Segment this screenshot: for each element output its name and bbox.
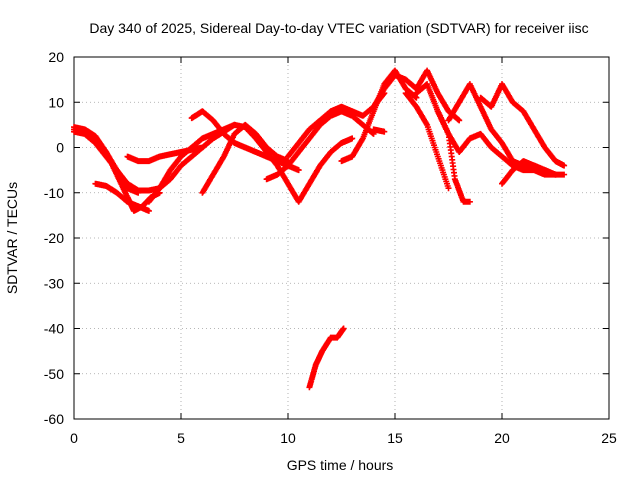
y-tick-label: 0 <box>56 140 64 156</box>
series-arc-4 <box>92 180 152 214</box>
y-tick-label: 20 <box>48 49 64 65</box>
data-marker-path <box>188 108 302 174</box>
data-marker-path <box>231 121 356 205</box>
x-tick-label: 10 <box>280 430 296 446</box>
y-tick-label: -40 <box>44 321 64 337</box>
y-axis-label: SDTVAR / TECUs <box>4 182 20 294</box>
series-arc-17 <box>434 108 473 205</box>
data-marker-path <box>92 180 152 214</box>
series-arc-9 <box>231 121 356 205</box>
y-tick-label: -20 <box>44 230 64 246</box>
data-marker-path <box>499 158 568 187</box>
series-arc-6 <box>145 121 238 205</box>
axis-ticks: 0 5 10 15 20 25 -60 -50 -40 -30 -20 -10 0 10 20 <box>44 49 617 446</box>
data-marker-path <box>145 121 238 205</box>
y-tick-label: -50 <box>44 366 64 382</box>
y-tick-label: -60 <box>44 411 64 427</box>
data-marker-path <box>477 81 568 169</box>
x-tick-label: 0 <box>70 430 78 446</box>
grid <box>74 57 609 419</box>
series-arc-12 <box>306 325 347 391</box>
series-arc-7 <box>188 108 302 174</box>
x-axis-label: GPS time / hours <box>287 457 394 473</box>
chart-title: Day 340 of 2025, Sidereal Day-to-day VTE… <box>89 20 588 36</box>
data-marker-path <box>370 67 463 124</box>
x-tick-label: 5 <box>177 430 185 446</box>
y-tick-label: -30 <box>44 275 64 291</box>
x-tick-label: 15 <box>387 430 403 446</box>
data-marker-path <box>263 108 377 183</box>
data-marker-path <box>402 90 452 192</box>
series-arc-10 <box>263 108 377 183</box>
x-tick-label: 20 <box>494 430 510 446</box>
series-arc-14 <box>370 67 463 124</box>
data-marker-path <box>306 325 347 391</box>
series-arc-20 <box>499 158 568 187</box>
series-arc-19 <box>477 81 568 169</box>
data-markers <box>71 67 568 391</box>
x-tick-label: 25 <box>601 430 617 446</box>
y-tick-label: 10 <box>48 94 64 110</box>
series-arc-15 <box>402 90 452 192</box>
data-marker-path <box>434 108 473 205</box>
y-tick-label: -10 <box>44 185 64 201</box>
data-marker-path <box>370 126 388 135</box>
series-arc-21 <box>370 126 388 135</box>
